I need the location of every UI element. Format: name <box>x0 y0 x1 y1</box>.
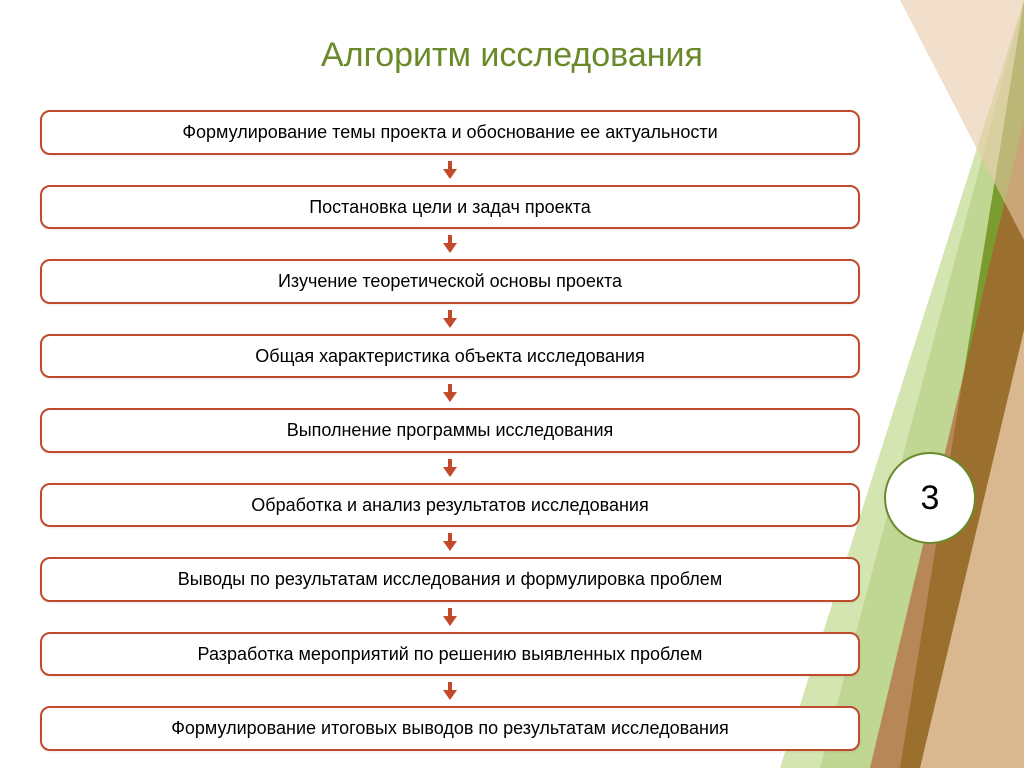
flow-step: Общая характеристика объекта исследовани… <box>40 334 860 379</box>
flow-step-label: Разработка мероприятий по решению выявле… <box>198 644 703 664</box>
flow-step-label: Обработка и анализ результатов исследова… <box>251 495 648 515</box>
arrow-down-icon <box>439 606 461 628</box>
flow-step: Формулирование итоговых выводов по резул… <box>40 706 860 751</box>
flow-step-label: Изучение теоретической основы проекта <box>278 271 622 291</box>
arrow-down-icon <box>439 159 461 181</box>
flow-step: Изучение теоретической основы проекта <box>40 259 860 304</box>
arrow-down-icon <box>439 531 461 553</box>
flow-step: Разработка мероприятий по решению выявле… <box>40 632 860 677</box>
flow-step: Формулирование темы проекта и обосновани… <box>40 110 860 155</box>
slide-title: Алгоритм исследования <box>0 36 1024 75</box>
flow-step-label: Формулирование итоговых выводов по резул… <box>171 718 729 738</box>
flow-step-label: Выполнение программы исследования <box>287 420 614 440</box>
flow-step-label: Формулирование темы проекта и обосновани… <box>182 122 717 142</box>
slide: Алгоритм исследования Формулирование тем… <box>0 0 1024 768</box>
arrow-down-icon <box>439 382 461 404</box>
arrow-down-icon <box>439 680 461 702</box>
arrow-down-icon <box>439 233 461 255</box>
flow-step-label: Выводы по результатам исследования и фор… <box>178 569 722 589</box>
flow-step-label: Постановка цели и задач проекта <box>309 197 591 217</box>
page-number-value: 3 <box>921 479 940 518</box>
flow-step: Постановка цели и задач проекта <box>40 185 860 230</box>
flow-step: Выполнение программы исследования <box>40 408 860 453</box>
flow-step: Обработка и анализ результатов исследова… <box>40 483 860 528</box>
page-number-badge: 3 <box>884 452 976 544</box>
flowchart: Формулирование темы проекта и обосновани… <box>40 110 860 751</box>
flow-step: Выводы по результатам исследования и фор… <box>40 557 860 602</box>
arrow-down-icon <box>439 308 461 330</box>
flow-step-label: Общая характеристика объекта исследовани… <box>255 346 644 366</box>
arrow-down-icon <box>439 457 461 479</box>
